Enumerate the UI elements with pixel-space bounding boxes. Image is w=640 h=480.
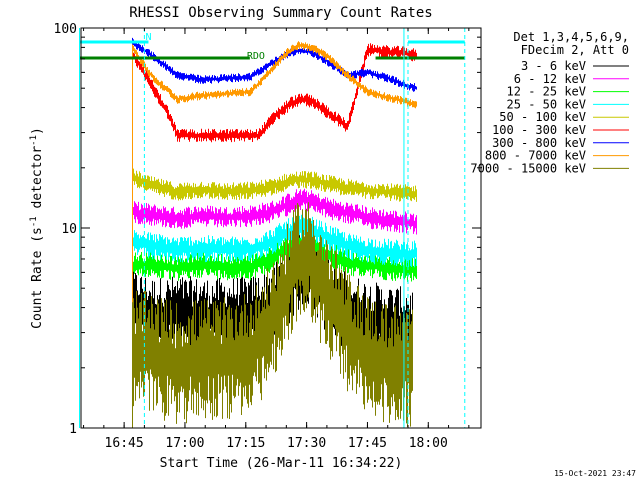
legend-label-6: 300 - 800 keV [492, 136, 586, 150]
flag-label-0: N [145, 32, 151, 43]
legend-label-3: 25 - 50 keV [507, 97, 586, 111]
legend: Det 1,3,4,5,6,9, FDecim 2, Att 0 3 - 6 k… [470, 30, 629, 175]
x-tick-label-4: 17:45 [348, 436, 387, 451]
series-curves [132, 37, 417, 428]
footer-date: 15-Oct-2021 23:47 [554, 469, 636, 478]
y-tick-label-2: 100 [54, 22, 77, 37]
legend-label-5: 100 - 300 keV [492, 123, 586, 137]
y-tick-label-1: 10 [61, 222, 77, 237]
legend-header-line2: FDecim 2, Att 0 [521, 43, 629, 57]
x-tick-label-0: 16:45 [105, 436, 144, 451]
series-line-7 [132, 41, 417, 428]
flag-label-1: RDO [247, 51, 265, 62]
legend-label-2: 12 - 25 keV [507, 85, 586, 99]
legend-header-line1: Det 1,3,4,5,6,9, [513, 30, 629, 44]
x-tick-label-5: 18:00 [409, 436, 448, 451]
state-lines [79, 28, 466, 428]
legend-label-0: 3 - 6 keV [521, 59, 586, 73]
x-tick-label-2: 17:15 [226, 436, 265, 451]
x-axis-label: Start Time (26-Mar-11 16:34:22) [160, 456, 403, 471]
x-tick-label-1: 17:00 [165, 436, 204, 451]
series-line-8 [132, 202, 413, 428]
chart-title: RHESSI Observing Summary Count Rates [129, 5, 432, 21]
legend-label-7: 800 - 7000 keV [485, 149, 586, 163]
legend-label-4: 50 - 100 keV [499, 110, 586, 124]
legend-label-1: 6 - 12 keV [514, 72, 586, 86]
x-tick-label-3: 17:30 [287, 436, 326, 451]
axis-ticks: 16:45 17:00 17:15 17:30 17:45 18:00 1 10 100 [54, 22, 481, 451]
y-tick-label-0: 1 [69, 422, 77, 437]
legend-label-8: 7000 - 15000 keV [470, 161, 586, 175]
attenuator-flags: N RDO [79, 32, 465, 62]
y-axis-label: Count Rate (s-1 detector-1) [29, 127, 45, 329]
